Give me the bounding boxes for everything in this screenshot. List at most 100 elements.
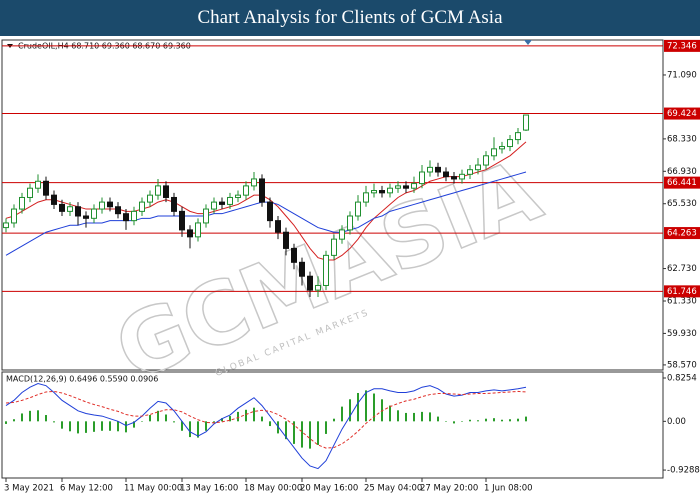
histogram-bar xyxy=(149,415,151,422)
candle-body xyxy=(323,254,329,286)
macd-label: MACD(12,26,9) 0.6496 0.5590 0.0906 xyxy=(6,375,158,384)
histogram-bar xyxy=(349,399,351,422)
candle-body xyxy=(51,194,57,205)
title-bar: Chart Analysis for Clients of GCM Asia xyxy=(0,0,700,36)
y-tick-label: 61.330 xyxy=(667,296,697,306)
level-label: 69.424 xyxy=(667,109,697,119)
histogram-bar xyxy=(429,412,431,422)
candle-body xyxy=(147,194,153,203)
level-label: 72.346 xyxy=(667,41,697,51)
level-label: 64.263 xyxy=(667,229,697,239)
candle-body xyxy=(523,114,529,131)
y-tick-label: 68.330 xyxy=(667,134,697,144)
candle-body xyxy=(379,190,385,194)
histogram-bar xyxy=(269,421,271,427)
histogram-bar xyxy=(21,413,23,422)
candle-body xyxy=(315,284,321,291)
histogram-bar xyxy=(365,390,367,422)
y-tick-label: -0.9288 xyxy=(667,466,700,476)
candle-body xyxy=(299,261,305,277)
candle-body xyxy=(59,203,65,212)
candle-body xyxy=(235,194,241,198)
candle-body xyxy=(307,275,313,291)
histogram-bar xyxy=(285,421,287,440)
candle-body xyxy=(123,213,129,222)
candle-body xyxy=(275,220,281,233)
histogram-bar xyxy=(181,421,183,431)
histogram-bar xyxy=(317,421,319,445)
histogram-bar xyxy=(109,421,111,431)
histogram-bar xyxy=(133,421,135,428)
histogram-bar xyxy=(501,419,503,422)
histogram-bar xyxy=(69,421,71,432)
y-tick-label: 59.930 xyxy=(667,329,697,339)
candle-body xyxy=(35,180,41,189)
candle-body xyxy=(11,208,17,224)
candle-body xyxy=(75,206,81,217)
candle-body xyxy=(499,146,505,150)
x-tick-label: 6 May 12:00 xyxy=(60,484,113,494)
candle-body xyxy=(19,196,25,210)
candle-body xyxy=(3,222,9,229)
histogram-bar xyxy=(37,410,39,422)
histogram-bar xyxy=(461,421,463,422)
histogram-bar xyxy=(165,414,167,422)
candle-body xyxy=(435,166,441,173)
x-tick-label: 13 May 16:00 xyxy=(180,484,238,494)
candle-body xyxy=(419,171,425,185)
x-tick-label: 20 May 16:00 xyxy=(300,484,358,494)
candle-body xyxy=(411,183,417,189)
macd-line xyxy=(5,390,527,449)
price-frame xyxy=(1,39,664,371)
candle-body xyxy=(459,173,465,180)
histogram-bar xyxy=(261,416,263,422)
candle-body xyxy=(507,139,513,148)
y-tick-label: 71.090 xyxy=(667,70,697,80)
histogram-bar xyxy=(101,421,103,431)
macd-frame xyxy=(1,371,664,479)
candle-body xyxy=(187,229,193,238)
histogram-bar xyxy=(437,416,439,422)
candle-body xyxy=(227,196,233,205)
candle-body xyxy=(27,187,33,198)
candle-body xyxy=(355,201,361,217)
candle-body xyxy=(179,210,185,231)
candle-body xyxy=(91,208,97,219)
histogram-bar xyxy=(197,421,199,438)
histogram-bar xyxy=(485,418,487,422)
candle-body xyxy=(363,192,369,203)
macd-line xyxy=(5,383,527,470)
y-tick-label: 0.8254 xyxy=(667,374,697,384)
level-label-box xyxy=(664,285,700,298)
candle-body xyxy=(139,201,145,212)
candle-body xyxy=(171,196,177,212)
candle-body xyxy=(339,229,345,240)
candle-body xyxy=(107,201,113,208)
candle-body xyxy=(243,185,249,196)
x-tick-label: 11 May 00:00 xyxy=(124,484,182,494)
histogram-bar xyxy=(397,410,399,422)
histogram-bar xyxy=(373,393,375,422)
histogram-bar xyxy=(357,392,359,422)
histogram-bar xyxy=(293,421,295,444)
moving-average xyxy=(5,171,527,256)
histogram-bar xyxy=(445,421,447,422)
histogram-bar xyxy=(93,421,95,432)
histogram-bar xyxy=(205,421,207,431)
candle-body xyxy=(267,201,273,222)
candle-body xyxy=(251,178,257,187)
histogram-bar xyxy=(61,421,63,429)
y-tick-label: 0.00 xyxy=(667,417,686,427)
candle-body xyxy=(467,169,473,175)
candle-body xyxy=(195,222,201,238)
histogram-bar xyxy=(117,421,119,432)
level-label: 61.746 xyxy=(667,287,697,297)
histogram-bar xyxy=(341,406,343,422)
candle-body xyxy=(331,238,337,256)
histogram-bar xyxy=(221,418,223,422)
histogram-bar xyxy=(453,421,455,424)
histogram-bar xyxy=(253,407,255,422)
histogram-bar xyxy=(53,421,55,423)
